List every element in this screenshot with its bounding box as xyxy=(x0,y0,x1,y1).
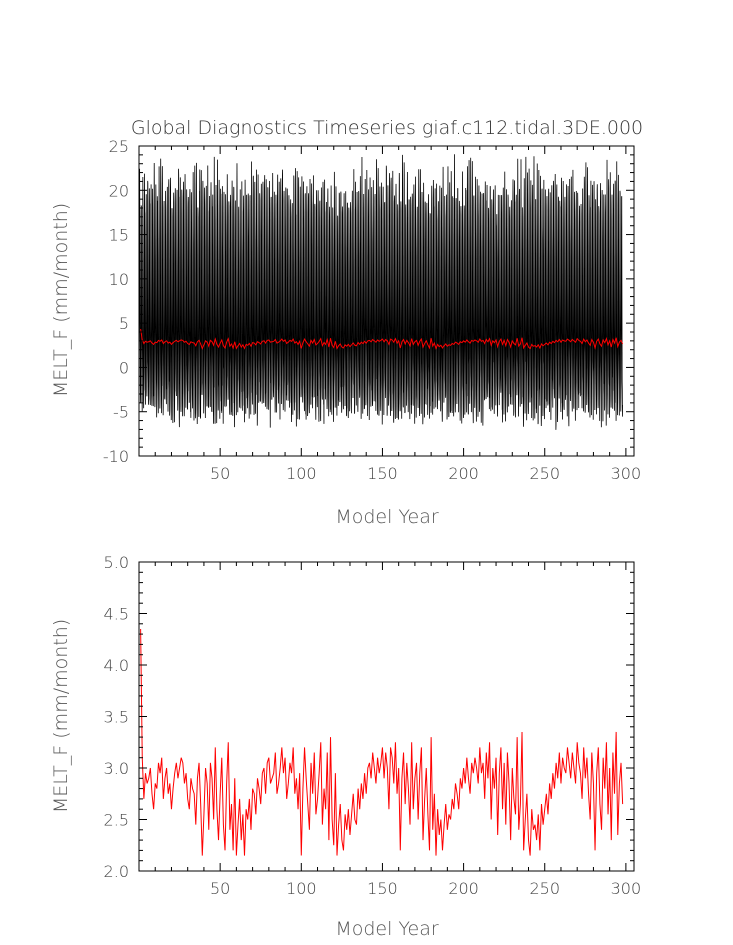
bottom-y-tick-label: 2.0 xyxy=(104,862,129,881)
bottom-annual-mean-line xyxy=(140,628,624,856)
bottom-y-tick-label: 3.5 xyxy=(104,708,129,727)
bottom-y-tick-label: 4.0 xyxy=(104,656,129,675)
bottom-x-tick-label: 300 xyxy=(611,879,642,898)
top-y-tick-label: 15 xyxy=(109,226,129,245)
bottom-plot-frame xyxy=(138,561,635,872)
top-monthly-series-line xyxy=(139,154,623,430)
bottom-x-tick-label: 50 xyxy=(210,879,230,898)
bottom-x-tick-label: 200 xyxy=(448,879,479,898)
bottom-y-tick-label: 2.5 xyxy=(104,811,129,830)
top-chart: Global Diagnostics Timeseries giaf.c112.… xyxy=(50,117,643,528)
top-plot-area xyxy=(139,154,624,430)
bottom-y-tick-label: 5.0 xyxy=(104,553,129,572)
top-axes: 50 100 150 200 250 300 -10 -5 0 5 10 15 20 25 xyxy=(103,137,641,483)
bottom-y-tick-label: 4.5 xyxy=(104,605,129,624)
top-y-tick-label: 25 xyxy=(109,137,129,156)
bottom-x-axis-label: Model Year xyxy=(335,918,439,940)
top-y-tick-label: 20 xyxy=(109,181,129,200)
top-x-tick-label: 250 xyxy=(529,464,560,483)
top-x-tick-label: 150 xyxy=(367,464,398,483)
bottom-x-tick-label: 150 xyxy=(367,879,398,898)
bottom-y-tick-label: 3.0 xyxy=(104,759,129,778)
top-x-tick-label: 50 xyxy=(210,464,230,483)
top-x-axis-label: Model Year xyxy=(335,506,439,528)
top-x-tick-label: 200 xyxy=(448,464,479,483)
top-x-tick-label: 300 xyxy=(611,464,642,483)
bottom-plot-area xyxy=(140,628,624,856)
top-plot-frame xyxy=(138,145,635,457)
top-y-tick-label: 10 xyxy=(109,270,129,289)
top-y-tick-label: 5 xyxy=(119,314,129,333)
bottom-x-tick-label: 100 xyxy=(286,879,317,898)
bottom-axes: 50 100 150 200 250 300 2.0 2.5 3.0 3.5 4.0 4.5 5.0 xyxy=(104,553,642,898)
top-y-tick-label: -10 xyxy=(103,447,129,466)
bottom-x-tick-label: 250 xyxy=(529,879,560,898)
top-y-tick-label: 0 xyxy=(119,358,129,377)
top-y-axis-label: MELT_F (mm/month) xyxy=(50,203,72,397)
bottom-y-axis-label: MELT_F (mm/month) xyxy=(50,619,72,813)
top-x-tick-label: 100 xyxy=(286,464,317,483)
top-chart-title: Global Diagnostics Timeseries giaf.c112.… xyxy=(131,117,643,139)
top-y-tick-label: -5 xyxy=(113,403,129,422)
bottom-chart: 50 100 150 200 250 300 2.0 2.5 3.0 3.5 4.0 4.5 5.0 M… xyxy=(50,553,641,940)
top-annual-mean-line xyxy=(140,328,624,350)
